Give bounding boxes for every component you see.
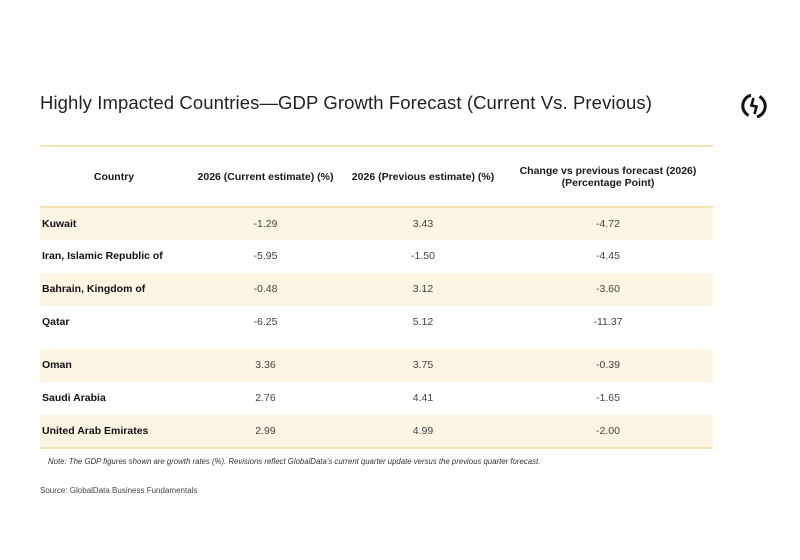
source-text: Source: GlobalData Business Fundamentals bbox=[40, 486, 198, 495]
header-change-line2: (Percentage Point) bbox=[561, 176, 655, 189]
change-cell: -11.37 bbox=[593, 316, 623, 328]
change-cell: -2.00 bbox=[596, 425, 620, 437]
table-row: United Arab Emirates 2.99 4.99 -2.00 bbox=[40, 415, 713, 448]
change-cell: -4.72 bbox=[596, 218, 620, 230]
current-estimate-cell: 2.99 bbox=[255, 425, 276, 437]
country-cell: Iran, Islamic Republic of bbox=[42, 250, 163, 262]
header-change-line1: Change vs previous forecast (2026) bbox=[519, 164, 697, 177]
current-estimate-cell: -1.29 bbox=[253, 218, 278, 230]
current-estimate-cell: -5.95 bbox=[253, 250, 278, 262]
current-estimate-cell: -6.25 bbox=[253, 316, 278, 328]
header-current-estimate: 2026 (Current estimate) (%) bbox=[197, 170, 334, 183]
table-row: Oman 3.36 3.75 -0.39 bbox=[40, 349, 713, 382]
country-cell: Oman bbox=[42, 359, 72, 371]
current-estimate-cell: 2.76 bbox=[255, 392, 276, 404]
change-cell: -1.65 bbox=[596, 392, 620, 404]
gdp-forecast-table: Country 2026 (Current estimate) (%) 2026… bbox=[40, 145, 713, 449]
country-cell: Saudi Arabia bbox=[42, 392, 106, 404]
change-cell: -4.45 bbox=[596, 250, 620, 262]
previous-estimate-cell: -1.50 bbox=[411, 250, 435, 262]
previous-estimate-cell: 4.99 bbox=[412, 425, 434, 437]
change-cell: -0.39 bbox=[596, 359, 620, 371]
current-estimate-cell: -0.48 bbox=[253, 283, 278, 295]
previous-estimate-cell: 4.41 bbox=[412, 392, 434, 404]
table-row: Qatar -6.25 5.12 -11.37 bbox=[40, 306, 713, 349]
country-cell: Bahrain, Kingdom of bbox=[42, 283, 146, 295]
country-cell: Qatar bbox=[42, 316, 70, 328]
header-change: Change vs previous forecast (2026) (Perc… bbox=[503, 146, 713, 207]
table-row: Iran, Islamic Republic of -5.95 -1.50 -4.45 bbox=[40, 240, 713, 273]
previous-estimate-cell: 3.12 bbox=[412, 283, 434, 295]
table-header-row: Country 2026 (Current estimate) (%) 2026… bbox=[40, 146, 713, 207]
table-row: Kuwait -1.29 3.43 -4.72 bbox=[40, 207, 713, 240]
country-cell: Kuwait bbox=[42, 218, 77, 230]
header-country: Country bbox=[93, 170, 135, 183]
previous-estimate-cell: 3.43 bbox=[412, 218, 434, 230]
table-note: Note: The GDP figures shown are growth r… bbox=[48, 457, 541, 466]
globaldata-logo-icon bbox=[741, 93, 767, 119]
page-title: Highly Impacted Countries—GDP Growth For… bbox=[40, 92, 653, 113]
header-previous-estimate: 2026 (Previous estimate) (%) bbox=[351, 170, 495, 183]
country-cell: United Arab Emirates bbox=[42, 425, 149, 437]
change-cell: -3.60 bbox=[596, 283, 620, 295]
table-row: Bahrain, Kingdom of -0.48 3.12 -3.60 bbox=[40, 273, 713, 306]
current-estimate-cell: 3.36 bbox=[255, 359, 276, 371]
previous-estimate-cell: 3.75 bbox=[412, 359, 434, 371]
table-row: Saudi Arabia 2.76 4.41 -1.65 bbox=[40, 382, 713, 415]
previous-estimate-cell: 5.12 bbox=[412, 316, 434, 328]
